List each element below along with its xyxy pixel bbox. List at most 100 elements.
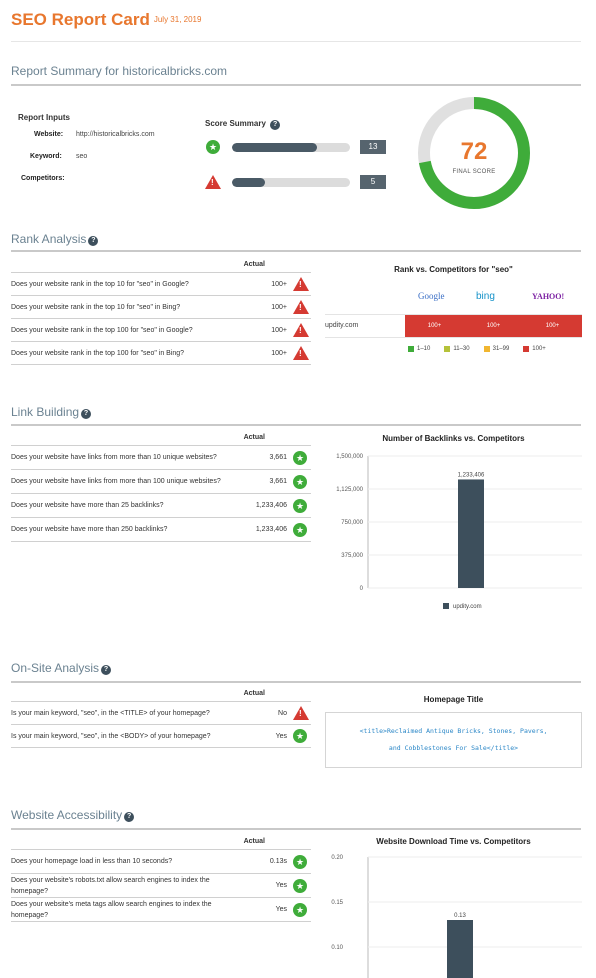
gauge-arc	[418, 97, 530, 209]
table-row: Does your website's robots.txt allow sea…	[11, 873, 311, 898]
help-icon[interactable]: ?	[270, 120, 281, 130]
legend-label: 31–99	[492, 346, 510, 352]
pass-star-icon: ★	[293, 474, 307, 489]
legend-item: 100+	[523, 346, 546, 352]
header-divider	[11, 41, 581, 42]
report-title: SEO Report Card July 31, 2019	[11, 10, 201, 30]
score-summary-title-text: Score Summary	[205, 119, 266, 128]
rank-section-title-text: Rank Analysis	[11, 232, 87, 246]
legend-label: 1–10	[417, 346, 431, 352]
report-title-text: SEO Report Card	[11, 10, 150, 29]
status-cell: !	[293, 272, 311, 296]
question-text: Does your website rank in the top 10 for…	[11, 272, 234, 296]
status-cell: !	[293, 318, 311, 342]
legend-item: 11–30	[444, 346, 470, 352]
bing-logo: bing	[476, 291, 495, 302]
y-tick-label: 0.15	[331, 900, 343, 906]
y-tick-label: 0	[360, 586, 364, 592]
status-cell: ★	[293, 493, 311, 518]
rank-legend: 1–10 11–30 31–99 100+	[408, 346, 546, 352]
pass-count: 13	[360, 140, 386, 154]
table-row: Is your main keyword, "seo", in the <TIT…	[11, 701, 311, 725]
table-row: Does your website have links from more t…	[11, 445, 311, 470]
actual-value: 100+	[233, 272, 293, 296]
table-row: Does your website rank in the top 10 for…	[11, 295, 311, 319]
status-cell: ★	[293, 445, 311, 470]
question-text: Does your website have links from more t…	[11, 469, 241, 494]
actual-value: 0.13s	[243, 849, 293, 874]
status-cell: ★	[293, 849, 311, 874]
pass-star-icon: ★	[293, 902, 307, 917]
download-chart-title: Website Download Time vs. Competitors	[376, 837, 531, 846]
bar	[447, 920, 473, 978]
status-cell: ★	[293, 873, 311, 898]
onsite-section-title-text: On-Site Analysis	[11, 661, 100, 675]
fail-warning-icon: !	[293, 323, 309, 337]
legend-swatch	[408, 346, 414, 352]
rank-site-name: updity.com	[325, 322, 359, 329]
table-row: Does your website's meta tags allow sear…	[11, 897, 311, 922]
y-tick-label: 0.10	[331, 945, 343, 951]
pass-star-icon: ★	[293, 522, 307, 537]
help-icon[interactable]: ?	[88, 236, 99, 246]
access-table: Actual Does your homepage load in less t…	[11, 838, 311, 922]
links-actual-header: Actual	[240, 434, 293, 446]
access-divider	[11, 828, 581, 830]
help-icon[interactable]: ?	[124, 812, 135, 822]
backlinks-chart-title: Number of Backlinks vs. Competitors	[382, 434, 525, 443]
status-cell: ★	[293, 517, 311, 542]
question-text: Does your website's robots.txt allow sea…	[11, 873, 244, 898]
backlinks-chart: 0 375,000 750,000 1,125,000 1,500,000 1,233,4…	[336, 454, 582, 610]
rank-chart-row	[325, 314, 582, 338]
help-icon[interactable]: ?	[81, 409, 92, 419]
fail-warning-icon: !	[293, 277, 309, 291]
yahoo-logo: YAHOO!	[532, 292, 565, 301]
homepage-title-box: <title>Reclaimed Antique Bricks, Stones,…	[325, 712, 582, 768]
homepage-title-heading: Homepage Title	[423, 695, 484, 704]
onsite-divider	[11, 681, 581, 683]
actual-value: Yes	[237, 724, 293, 748]
fail-bar-fill	[232, 178, 266, 187]
actual-value: 3,661	[240, 445, 293, 470]
rank-section-title: Rank Analysis?	[11, 232, 99, 246]
table-row: Does your website rank in the top 100 fo…	[11, 341, 311, 365]
report-date: July 31, 2019	[153, 15, 202, 24]
rank-cell-google: 100+	[427, 323, 442, 329]
legend-swatch	[483, 346, 490, 352]
legend-item: 31–99	[483, 346, 510, 352]
legend-item: 1–10	[408, 346, 430, 352]
competitors-label: Competitors:	[21, 175, 65, 182]
homepage-title-line1: <title>Reclaimed Antique Bricks, Stones,…	[359, 727, 548, 735]
summary-section-title: Report Summary for historicalbricks.com	[11, 64, 228, 78]
score-summary-title: Score Summary ?	[205, 119, 281, 130]
links-section-title-text: Link Building	[11, 405, 80, 419]
legend-label: updity.com	[453, 604, 482, 610]
homepage-title-line2: and Cobblestones For Sale</title>	[388, 744, 519, 752]
website-label: Website:	[34, 131, 64, 138]
links-section-title: Link Building?	[11, 405, 92, 419]
status-cell: !	[293, 701, 311, 725]
rank-site-bar: 100+ 100+ 100+	[405, 315, 582, 337]
google-logo: Google	[418, 291, 445, 301]
question-text: Does your website have more than 25 back…	[11, 493, 241, 518]
y-tick-label: 1,125,000	[336, 487, 363, 493]
actual-value: Yes	[243, 873, 293, 898]
final-score-gauge	[418, 97, 530, 209]
pass-bar	[232, 143, 350, 152]
rank-cell-yahoo: 100+	[545, 323, 560, 329]
y-tick-label: 750,000	[341, 520, 363, 526]
access-actual-header: Actual	[243, 838, 293, 850]
help-icon[interactable]: ?	[101, 665, 112, 675]
fail-count: 5	[360, 175, 386, 189]
y-tick-label: 1,500,000	[336, 454, 363, 460]
status-cell: !	[293, 295, 311, 319]
fail-warning-icon: !	[293, 706, 309, 720]
y-tick-label: 0.20	[331, 855, 343, 861]
table-row: Does your website have links from more t…	[11, 469, 311, 494]
status-cell: !	[293, 341, 311, 365]
pass-star-icon: ★	[293, 450, 307, 465]
fail-warning-icon: !	[205, 175, 221, 189]
question-text: Does your homepage load in less than 10 …	[11, 849, 244, 874]
fail-warning-icon: !	[293, 346, 309, 360]
download-chart: 0.10 0.15 0.20 0.13	[331, 855, 582, 978]
